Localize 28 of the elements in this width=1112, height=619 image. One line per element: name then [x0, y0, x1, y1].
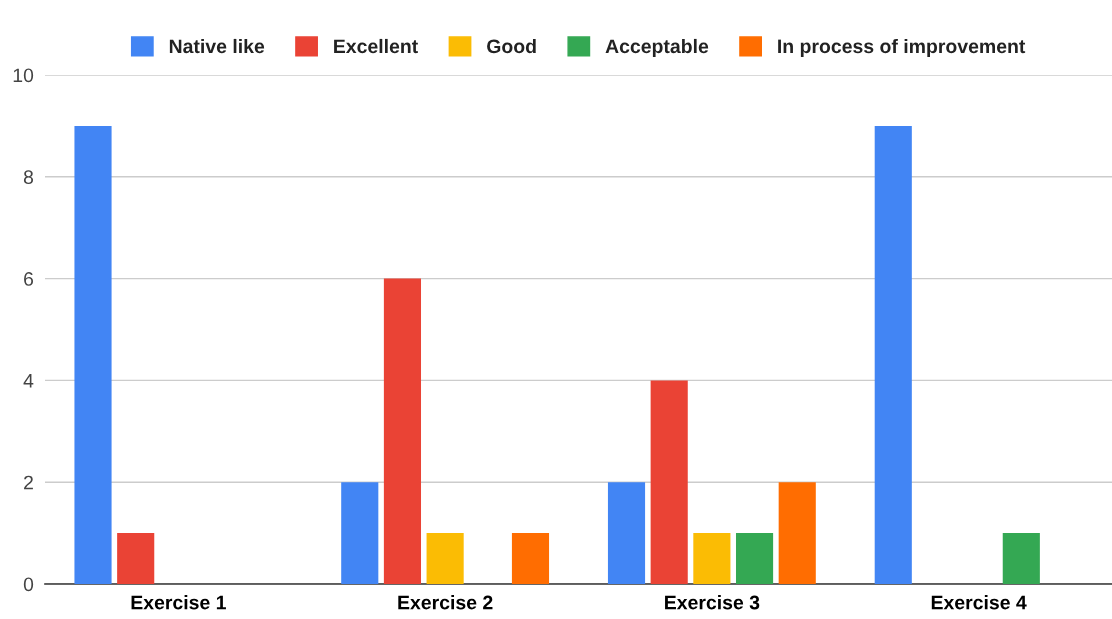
- x-tick-label: Exercise 2: [398, 595, 493, 610]
- legend-label: In process of improvement: [778, 38, 1026, 58]
- bar: [1002, 533, 1040, 584]
- x-tick-label: Exercise 4: [931, 595, 1027, 610]
- bar: [383, 278, 422, 584]
- legend-label: Acceptable: [605, 38, 709, 58]
- bar: [511, 533, 550, 584]
- legend-label: Excellent: [334, 38, 418, 54]
- y-tick-label: 10: [13, 68, 34, 83]
- y-tick-label: 4: [23, 374, 34, 388]
- x-tick-label: Exercise 3: [665, 595, 760, 610]
- bar: [650, 380, 688, 584]
- y-tick-label: 6: [24, 272, 34, 286]
- legend-label: Good: [487, 38, 536, 54]
- bar: [74, 125, 112, 584]
- bar: [117, 533, 155, 584]
- y-tick-label: 2: [24, 475, 33, 490]
- bar: [735, 533, 774, 584]
- y-tick-label: 0: [23, 577, 34, 592]
- bar: [874, 125, 912, 584]
- bar: [778, 482, 816, 584]
- x-tick-label: Exercise 1: [131, 595, 226, 610]
- bar: [341, 482, 379, 584]
- bar: [693, 533, 731, 584]
- bar: [426, 533, 464, 584]
- y-tick-label: 8: [23, 170, 34, 185]
- legend-label: Native like: [169, 38, 265, 54]
- bar: [607, 482, 646, 584]
